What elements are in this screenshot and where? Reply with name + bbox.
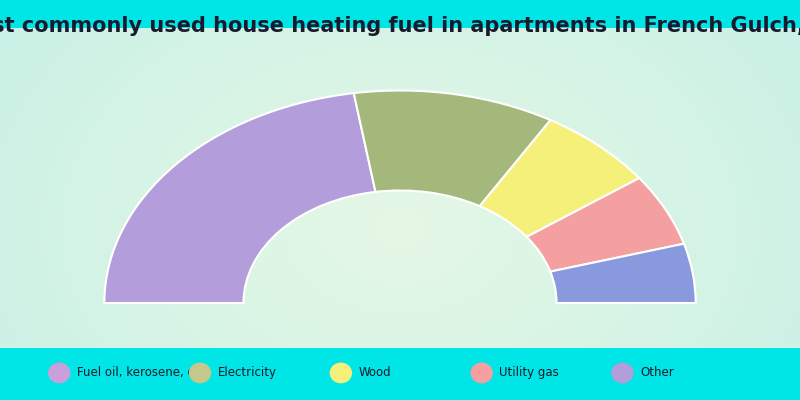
Wedge shape <box>526 178 684 272</box>
Ellipse shape <box>189 362 211 383</box>
Ellipse shape <box>48 362 70 383</box>
Text: Wood: Wood <box>358 366 391 380</box>
Wedge shape <box>104 93 375 303</box>
Text: Fuel oil, kerosene, etc.: Fuel oil, kerosene, etc. <box>77 366 210 380</box>
Wedge shape <box>480 120 639 237</box>
Text: Electricity: Electricity <box>218 366 277 380</box>
Ellipse shape <box>611 362 634 383</box>
Ellipse shape <box>330 362 352 383</box>
Text: Other: Other <box>640 366 674 380</box>
Text: Utility gas: Utility gas <box>499 366 559 380</box>
Wedge shape <box>550 244 696 303</box>
Ellipse shape <box>470 362 493 383</box>
Wedge shape <box>354 90 550 206</box>
Text: Most commonly used house heating fuel in apartments in French Gulch, CA: Most commonly used house heating fuel in… <box>0 16 800 36</box>
